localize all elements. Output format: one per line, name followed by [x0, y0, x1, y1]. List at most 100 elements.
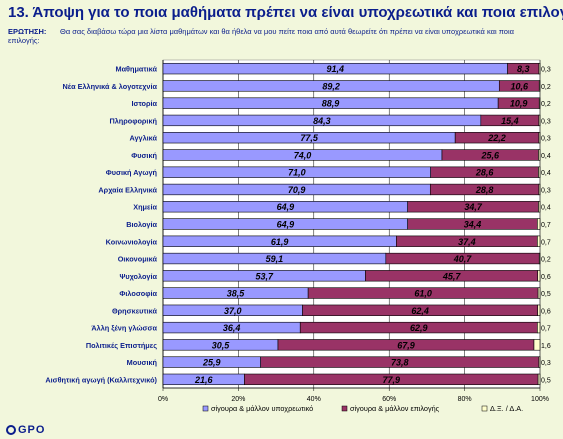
bar-segment [538, 80, 541, 92]
data-label: 53,7 [255, 271, 274, 281]
bar-segment [538, 149, 541, 161]
data-label: 67,9 [397, 340, 415, 350]
bar-segment [538, 166, 541, 178]
data-label: 25,6 [480, 150, 500, 160]
x-tick-label: 20% [231, 396, 245, 403]
data-label: 36,4 [223, 323, 241, 333]
bar-segment [537, 235, 541, 247]
question-text-continued: επιλογής: [8, 36, 40, 45]
data-label: 0,4 [541, 153, 551, 160]
data-label: 8,3 [517, 64, 530, 74]
category-label: Ψυχολογία [119, 272, 157, 281]
data-label: 0,2 [541, 101, 551, 108]
category-label: Πληροφορική [109, 116, 157, 125]
bar-segment [538, 97, 541, 109]
category-label: Χημεία [133, 203, 157, 212]
bar-segment [537, 373, 541, 386]
data-label: 21,6 [194, 375, 214, 385]
data-label: 0,4 [541, 170, 551, 177]
data-label: 10,9 [510, 99, 528, 109]
bar-segment [538, 201, 541, 213]
bar-segment [538, 132, 541, 144]
data-label: 0,7 [541, 326, 551, 333]
data-label: 1,6 [541, 343, 551, 350]
data-label: 0,2 [541, 84, 551, 91]
gpo-logo-text: GPO [18, 424, 46, 436]
category-label: Νέα Ελληνικά & λογοτεχνία [63, 82, 158, 91]
data-label: 0,5 [541, 291, 551, 298]
x-tick-label: 0% [158, 396, 168, 403]
data-label: 0,3 [541, 67, 551, 74]
data-label: 0,3 [541, 136, 551, 143]
data-label: 64,9 [277, 202, 295, 212]
gpo-logo-mark [6, 425, 16, 435]
category-label: Αισθητική αγωγή (Καλλιτεχνικό) [45, 375, 157, 384]
data-label: 62,4 [411, 306, 429, 316]
data-label: 73,8 [391, 358, 409, 368]
bar-segment [538, 252, 541, 265]
category-label: Πολιτικές Επιστήμες [86, 341, 157, 350]
category-label: Φυσική [131, 151, 157, 160]
data-label: 10,6 [510, 81, 529, 91]
data-label: 84,3 [313, 116, 331, 126]
data-label: 0,3 [541, 118, 551, 125]
question-label: ΕΡΩΤΗΣΗ: [8, 27, 47, 36]
x-tick-label: 100% [531, 396, 549, 403]
category-label: Φυσική Αγωγή [106, 168, 157, 177]
category-label: Μαθηματικά [115, 65, 157, 74]
data-label: 0,6 [541, 274, 551, 281]
data-label: 0,3 [541, 360, 551, 367]
data-label: 61,9 [271, 237, 289, 247]
bar-segment [538, 114, 541, 127]
data-label: 88,9 [322, 99, 340, 109]
bar-segment [533, 339, 541, 351]
data-label: 0,4 [541, 205, 551, 212]
data-label: 0,7 [541, 222, 551, 229]
data-label: 62,9 [410, 323, 428, 333]
data-label: 77,5 [300, 133, 319, 143]
bar-segment [537, 287, 541, 299]
data-label: 28,6 [475, 168, 495, 178]
category-label: Αρχαία Ελληνικά [98, 185, 157, 194]
legend-swatch [481, 405, 488, 412]
data-label: 70,9 [288, 185, 306, 195]
data-label: 0,5 [541, 377, 551, 384]
data-label: 25,9 [202, 358, 221, 368]
x-tick-label: 60% [382, 396, 396, 403]
data-label: 34,4 [464, 220, 482, 230]
category-label: Βιολογία [126, 220, 157, 229]
data-label: 22,2 [487, 133, 506, 143]
x-tick-label: 40% [307, 396, 321, 403]
page-title: 13. Άποψη για το ποια μαθήματα πρέπει να… [8, 4, 563, 21]
bar-segment [537, 218, 541, 230]
data-label: 61,0 [414, 289, 432, 299]
bar-segment [537, 304, 541, 316]
data-label: 15,4 [501, 116, 519, 126]
x-tick-label: 80% [458, 396, 472, 403]
bar-segment [537, 270, 541, 282]
legend-entry: σίγουρα & μάλλον υποχρεωτικό [211, 404, 313, 413]
data-label: 34,7 [464, 202, 483, 212]
data-label: 74,0 [294, 150, 312, 160]
data-label: 91,4 [327, 64, 345, 74]
data-label: 0,7 [541, 239, 551, 246]
legend-swatch [202, 405, 209, 412]
legend-entry: Δ.Ξ. / Δ.Α. [490, 404, 523, 413]
data-label: 0,2 [541, 257, 551, 264]
category-label: Μουσική [127, 358, 157, 367]
bar-segment [538, 183, 541, 196]
data-label: 0,3 [541, 187, 551, 194]
category-label: Ιστορία [131, 99, 157, 108]
category-label: Κοινωνιολογία [106, 237, 158, 246]
category-label: Αγγλικά [129, 134, 157, 143]
legend-swatch [341, 405, 348, 412]
question-text: Θα σας διαβάσω τώρα μια λίστα μαθημάτων … [60, 27, 514, 36]
data-label: 45,7 [442, 271, 462, 281]
category-label: Άλλη ξένη γλώσσα [91, 324, 157, 333]
legend-entry: σίγουρα & μάλλον επιλογής [350, 404, 440, 413]
data-label: 30,5 [212, 340, 231, 350]
data-label: 59,1 [266, 254, 284, 264]
data-label: 89,2 [322, 81, 340, 91]
data-label: 28,8 [475, 185, 494, 195]
category-label: Φιλοσοφία [119, 289, 157, 298]
